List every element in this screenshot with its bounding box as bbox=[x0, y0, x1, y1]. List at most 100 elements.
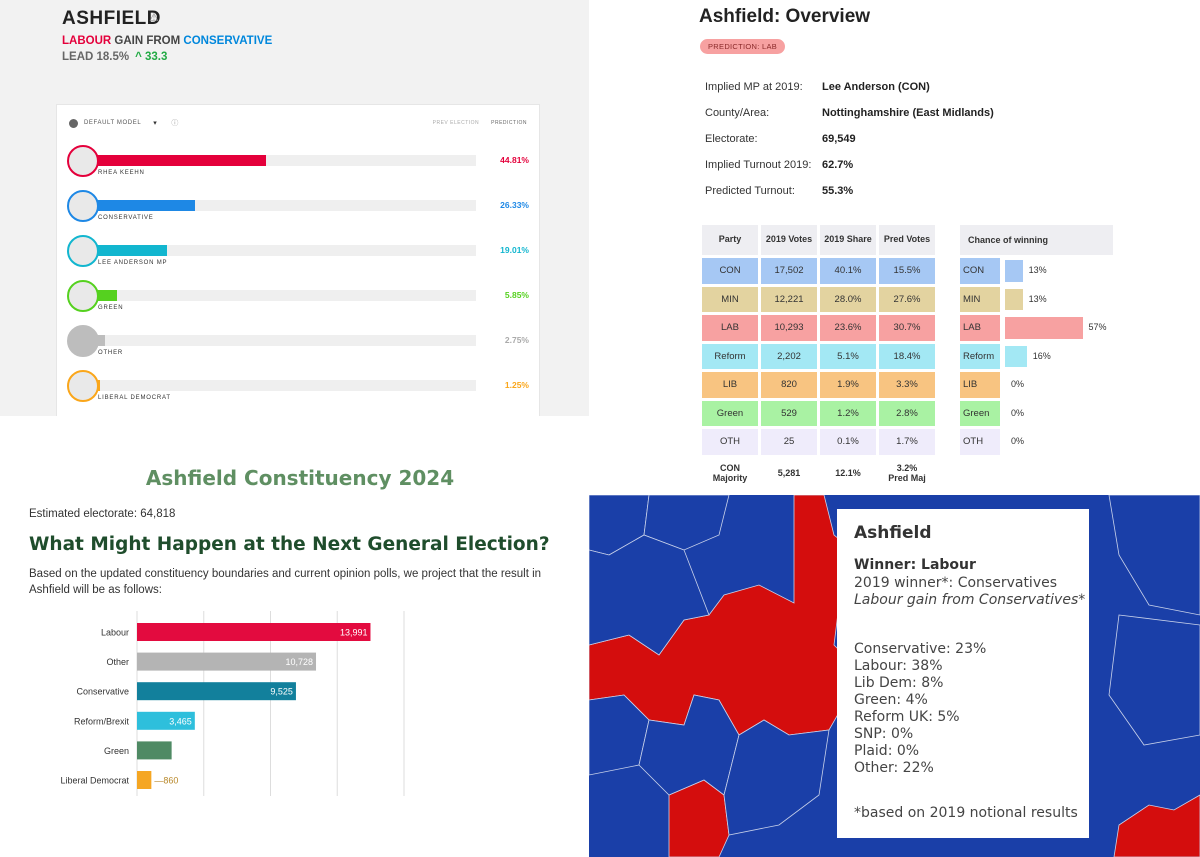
cell-pred: 27.6% bbox=[879, 286, 935, 312]
candidate-row[interactable]: LIBERAL DEMOCRAT 1.25% bbox=[67, 370, 529, 406]
popup-share-other: Other: 22% bbox=[854, 760, 934, 776]
maj-pred: 3.2% Pred Maj bbox=[879, 457, 935, 488]
overview-title: Ashfield: Overview bbox=[699, 6, 871, 27]
popup-share-labour: Labour: 38% bbox=[854, 658, 943, 674]
chance-bar bbox=[1005, 260, 1023, 282]
chance-row: LIB 0% bbox=[960, 372, 1113, 398]
popup-gain: Labour gain from Conservatives* bbox=[854, 592, 1086, 608]
prediction-header[interactable]: PREDICTION bbox=[491, 120, 527, 126]
prev-election-header[interactable]: PREV ELECTION bbox=[432, 120, 480, 126]
chart-category-label: Reform/Brexit bbox=[74, 716, 130, 726]
labour-region-east[interactable] bbox=[1113, 794, 1200, 857]
chance-bar-cell: 0% bbox=[1003, 429, 1113, 455]
chance-party: OTH bbox=[960, 429, 1000, 455]
conservative-region-s[interactable] bbox=[638, 694, 740, 796]
chart-value-label: 13,991 bbox=[340, 628, 368, 638]
candidate-bar-track bbox=[95, 290, 476, 301]
cell-party: OTH bbox=[702, 429, 758, 455]
model-label[interactable]: DEFAULT MODEL bbox=[84, 120, 142, 126]
chart-bar[interactable] bbox=[137, 711, 195, 730]
candidate-row[interactable]: RHEA KEEHN 44.81% bbox=[67, 145, 529, 181]
lead-value: LEAD 18.5% bbox=[62, 51, 130, 63]
info-icon[interactable]: ⓘ bbox=[171, 120, 179, 127]
cell-party: LAB bbox=[702, 315, 758, 341]
chart-category-label: Conservative bbox=[76, 687, 129, 697]
chance-bar-cell: 0% bbox=[1003, 372, 1113, 398]
chevron-down-icon[interactable]: ▾ bbox=[153, 120, 158, 127]
conservative-region-ne[interactable] bbox=[1108, 495, 1200, 616]
model-radio-icon[interactable] bbox=[69, 118, 78, 128]
chart-bar[interactable] bbox=[137, 652, 317, 671]
projection-bar-chart: Labour 13,991 Other 10,728 Conservative 9,525… bbox=[60, 611, 405, 796]
chart-bar[interactable] bbox=[137, 623, 371, 641]
cell-votes: 529 bbox=[761, 400, 817, 426]
chance-value: 0% bbox=[1011, 436, 1025, 446]
info-implied-mp: Implied MP at 2019: Lee Anderson (CON) bbox=[705, 81, 930, 93]
candidate-percentage: 19.01% bbox=[500, 245, 529, 255]
chance-bar bbox=[1005, 345, 1027, 367]
chance-bar bbox=[1005, 288, 1023, 310]
chance-row: LAB 57% bbox=[960, 315, 1113, 341]
map-panel-bottom-right: Ashfield Winner: Labour 2019 winner*: Co… bbox=[589, 495, 1200, 857]
prediction-badge: PREDICTION: LAB bbox=[700, 39, 786, 54]
pred-maj-label: Pred Maj bbox=[888, 472, 926, 483]
chance-bar-cell: 16% bbox=[1003, 343, 1113, 369]
candidate-bar-track bbox=[95, 245, 476, 256]
chart-bar[interactable] bbox=[137, 771, 152, 789]
chance-bar-cell: 0% bbox=[1003, 400, 1113, 426]
lead-summary: LEAD 18.5% ^ 33.3 bbox=[62, 51, 167, 63]
warning-icon[interactable]: ⚠ bbox=[149, 12, 159, 24]
candidate-percentage: 1.25% bbox=[504, 380, 529, 390]
cell-party: CON bbox=[702, 258, 758, 284]
party-row: LIB 820 1.9% 3.3% bbox=[702, 372, 935, 398]
chart-value-label: 9,525 bbox=[270, 687, 293, 697]
election-question-heading: What Might Happen at the Next General El… bbox=[29, 534, 550, 555]
conservative-region-e[interactable] bbox=[1108, 614, 1200, 746]
cell-share: 1.2% bbox=[820, 400, 876, 426]
candidate-row[interactable]: OTHER 2.75% bbox=[67, 325, 529, 361]
popup-share-conservative: Conservative: 23% bbox=[854, 641, 987, 657]
candidate-bar-track bbox=[95, 200, 476, 211]
cell-pred: 1.7% bbox=[879, 429, 935, 455]
candidate-row[interactable]: GREEN 5.85% bbox=[67, 280, 529, 316]
gain-party-conservative: CONSERVATIVE bbox=[183, 35, 273, 47]
votes-table: Party 2019 Votes 2019 Share Pred Votes C… bbox=[699, 222, 938, 491]
chart-bar[interactable] bbox=[137, 682, 296, 701]
cell-pred: 30.7% bbox=[879, 315, 935, 341]
popup-title: Ashfield bbox=[854, 523, 932, 543]
maj-votes: 5,281 bbox=[761, 457, 817, 488]
candidate-row[interactable]: LEE ANDERSON MP 19.01% bbox=[67, 235, 529, 271]
candidate-name: LIBERAL DEMOCRAT bbox=[98, 395, 171, 401]
header-2019-votes: 2019 Votes bbox=[761, 225, 817, 255]
conservative-region-w[interactable] bbox=[589, 534, 710, 656]
chance-value: 0% bbox=[1011, 407, 1025, 418]
chance-bar-cell: 57% bbox=[1003, 315, 1113, 341]
candidate-percentage: 5.85% bbox=[504, 290, 529, 300]
party-row: MIN 12,221 28.0% 27.6% bbox=[702, 286, 935, 312]
chart-value-label: 10,728 bbox=[285, 657, 313, 667]
candidate-bar-fill bbox=[95, 155, 266, 166]
party-row: LAB 10,293 23.6% 30.7% bbox=[702, 315, 935, 341]
majority-row: CON Majority 5,281 12.1% 3.2% Pred Maj bbox=[702, 457, 935, 488]
model-selector[interactable]: DEFAULT MODEL ▾ ⓘ bbox=[69, 118, 179, 128]
chart-value-label: 2,075 bbox=[175, 746, 198, 756]
candidate-row[interactable]: CONSERVATIVE 26.33% bbox=[67, 190, 529, 226]
cell-votes: 25 bbox=[761, 429, 817, 455]
conservative-region-se[interactable] bbox=[723, 719, 830, 836]
conservative-region-n[interactable] bbox=[643, 495, 730, 551]
chart-bar[interactable] bbox=[137, 741, 172, 760]
projection-panel-bottom-left: Ashfield Constituency 2024 Estimated ele… bbox=[0, 416, 589, 857]
header-party: Party bbox=[702, 225, 758, 255]
chance-value: 13% bbox=[1028, 293, 1047, 304]
candidate-bar-track bbox=[95, 155, 476, 166]
popup-share-reform: Reform UK: 5% bbox=[854, 709, 960, 725]
chance-row: Reform 16% bbox=[960, 343, 1113, 369]
info-turnout-2019: Implied Turnout 2019: 62.7% bbox=[705, 159, 854, 171]
header-2019-share: 2019 Share bbox=[820, 225, 876, 255]
chance-party: CON bbox=[960, 258, 1000, 284]
candidate-avatar bbox=[67, 190, 99, 222]
header-pred-votes: Pred Votes bbox=[879, 225, 935, 255]
candidate-bar-track bbox=[95, 380, 476, 391]
cell-party: Green bbox=[702, 400, 758, 426]
chance-row: OTH 0% bbox=[960, 429, 1113, 455]
